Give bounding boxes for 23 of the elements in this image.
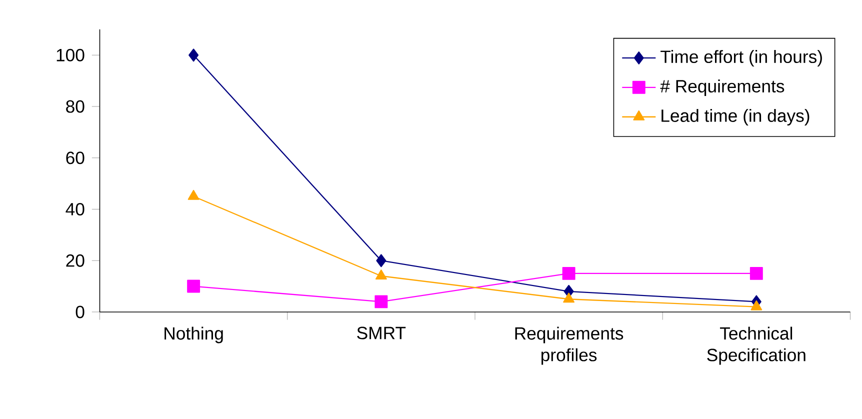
x-tick-label: SMRT — [357, 326, 406, 340]
y-tick-label: 100 — [56, 48, 84, 62]
point — [563, 292, 574, 303]
legend-label: Lead time (in days) — [662, 109, 810, 126]
legend-label: # Requirements — [660, 80, 784, 96]
point — [374, 295, 388, 308]
x-tick-label: Nothing — [164, 326, 223, 344]
y-tick-label: 80 — [66, 100, 84, 113]
x-tick-label: Requirements profiles — [515, 326, 624, 365]
x-tick-label: Technical Specification — [707, 326, 806, 365]
point — [750, 267, 763, 280]
y-tick-label: 60 — [66, 152, 84, 164]
point — [188, 190, 200, 200]
point — [750, 300, 762, 310]
legend-label: Time effort (in hours) — [660, 50, 822, 67]
point — [376, 254, 386, 268]
point — [188, 48, 199, 62]
point — [562, 267, 576, 280]
y-tick-label: 20 — [66, 254, 84, 267]
point — [187, 280, 200, 293]
y-tick-label: 40 — [66, 203, 84, 216]
point — [375, 270, 387, 280]
y-tick-label: 0 — [76, 306, 84, 318]
